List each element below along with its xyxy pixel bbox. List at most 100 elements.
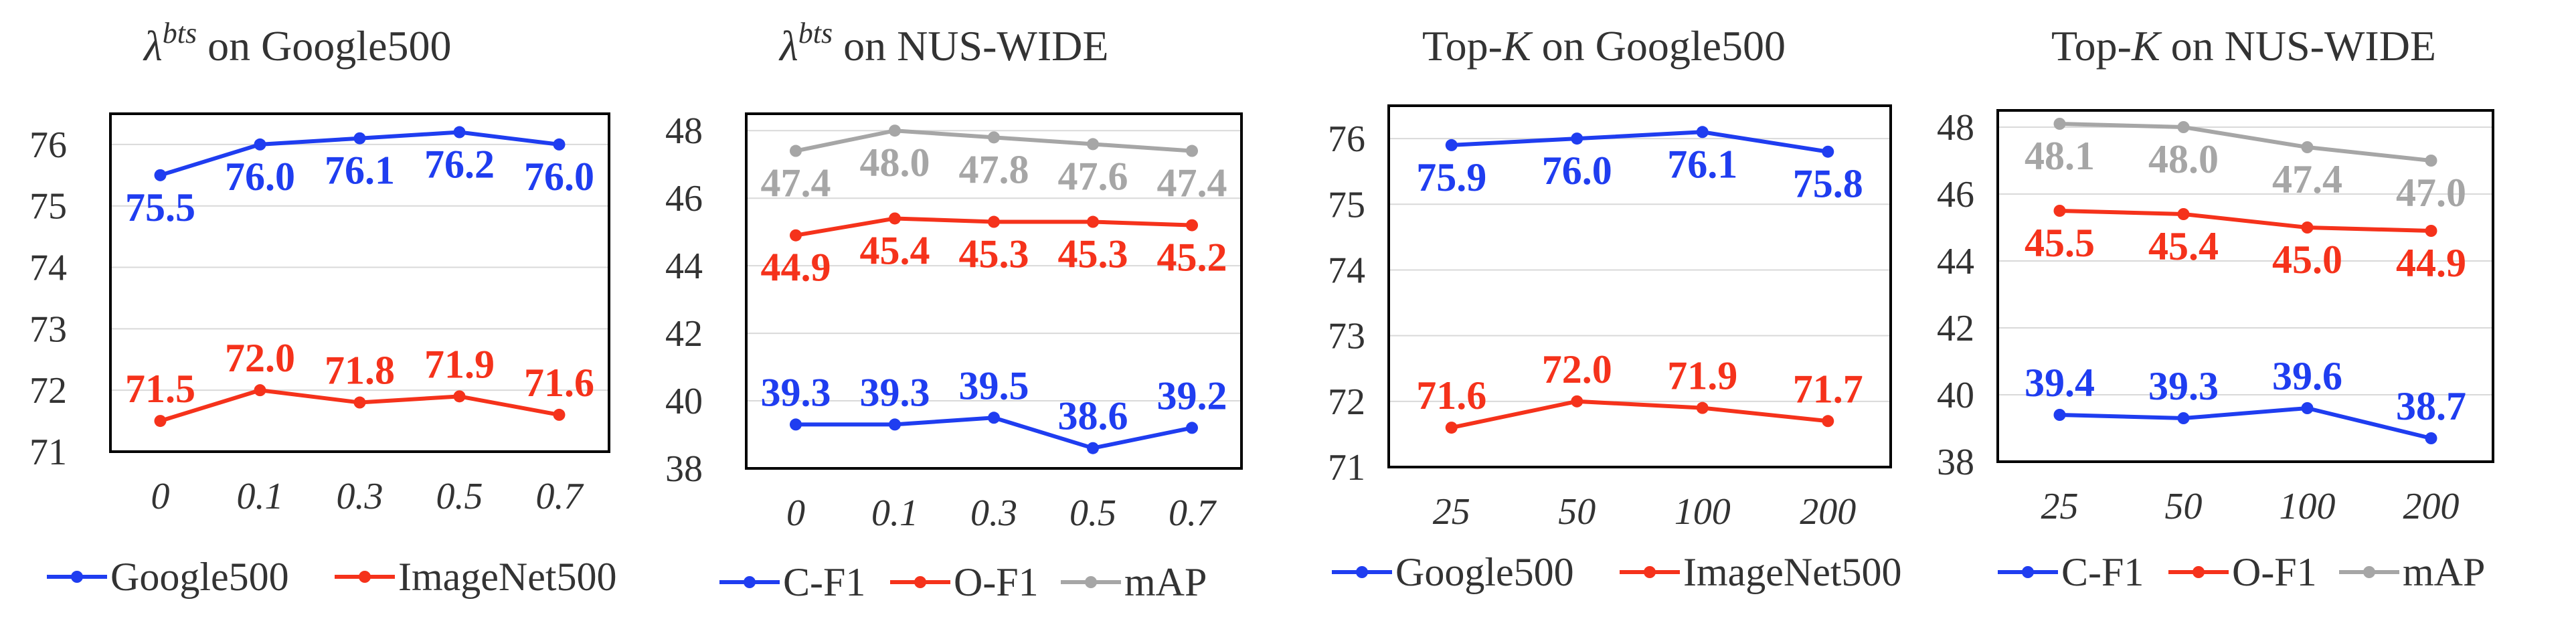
data-label: 71.6	[1416, 373, 1486, 418]
data-point	[790, 418, 802, 431]
data-label: 75.8	[1793, 162, 1863, 206]
legend-marker	[1085, 576, 1097, 588]
data-label: 76.0	[1542, 149, 1612, 193]
chart-panel-2: λbts on NUS-WIDE 38 40 42 44 46 48 0 0.1 0.3 0.5 0.…	[665, 17, 1243, 604]
data-label: 47.4	[2272, 157, 2342, 201]
data-label: 76.1	[325, 149, 395, 193]
data-point	[353, 132, 366, 145]
data-point	[453, 390, 466, 403]
data-label: 45.4	[2148, 224, 2219, 268]
data-label: 76.0	[225, 155, 295, 199]
data-point	[1087, 442, 1099, 454]
legend-marker	[359, 571, 371, 583]
y-tick-label: 75	[29, 186, 67, 228]
legend-item: C-F1	[719, 560, 865, 604]
data-label: 44.9	[761, 246, 831, 290]
y-tick-label: 38	[665, 448, 703, 490]
x-tick-label: 0.7	[1169, 492, 1217, 534]
y-tick-label: 72	[29, 370, 67, 412]
chart-panel-4: Top-K on NUS-WIDE 38 40 42 44 46 48 25 50 100 200 3…	[1937, 22, 2494, 594]
data-point	[254, 384, 266, 397]
data-label: 39.2	[1157, 373, 1227, 418]
data-label: 39.6	[2272, 354, 2342, 398]
x-tick-label: 0.1	[237, 476, 284, 517]
data-label: 71.8	[325, 349, 395, 393]
y-tick-label: 71	[29, 432, 67, 473]
series-line-c-f1	[2059, 405, 2432, 440]
data-point	[453, 126, 466, 139]
chart-title: Top-K on Google500	[1422, 22, 1786, 70]
data-point	[2177, 412, 2190, 424]
data-label: 45.3	[1058, 232, 1128, 276]
legend-marker	[1644, 566, 1656, 578]
data-point	[790, 145, 802, 157]
y-tick-label: 73	[29, 308, 67, 350]
plot-frame	[109, 112, 610, 453]
y-tick-label: 42	[665, 313, 703, 355]
data-point	[353, 396, 366, 409]
data-label: 75.9	[1416, 155, 1486, 199]
data-point	[2053, 118, 2066, 130]
data-label: 45.3	[959, 232, 1029, 276]
data-point	[988, 412, 1000, 424]
y-tick-label: 40	[1937, 375, 1974, 416]
legend-label: ImageNet500	[398, 555, 617, 599]
y-tick-label: 44	[665, 246, 703, 287]
x-tick-label: 50	[2165, 486, 2203, 527]
data-label: 76.0	[524, 155, 594, 199]
legend-item: mAP	[2339, 550, 2485, 594]
data-label: 48.0	[2148, 137, 2219, 181]
plot-frame	[1387, 104, 1892, 468]
data-label: 45.0	[2272, 238, 2342, 282]
legend-item: mAP	[1061, 560, 1207, 604]
x-tick-label: 0.3	[970, 492, 1017, 534]
y-tick-label: 40	[665, 381, 703, 422]
data-point	[254, 138, 266, 151]
legend-item: ImageNet500	[335, 555, 617, 599]
data-point	[889, 418, 901, 431]
data-point	[154, 415, 167, 428]
legend-item: Google500	[1332, 550, 1574, 594]
data-label: 48.1	[2025, 134, 2095, 178]
data-point	[2425, 225, 2437, 237]
y-tick-label: 71	[1328, 447, 1365, 488]
x-tick-label: 25	[1433, 491, 1470, 533]
data-label: 45.5	[2025, 221, 2095, 265]
data-point	[553, 138, 566, 151]
y-tick-label: 74	[1328, 250, 1365, 291]
data-label: 76.1	[1667, 142, 1737, 186]
data-point	[2053, 409, 2066, 421]
data-label: 47.4	[1157, 161, 1227, 205]
x-tick-label: 25	[2041, 486, 2079, 527]
y-tick-label: 46	[665, 178, 703, 219]
data-label: 39.3	[860, 370, 930, 414]
legend-label: mAP	[1124, 560, 1207, 604]
y-tick-label: 76	[29, 124, 67, 166]
data-point	[1186, 219, 1198, 232]
legend-item: C-F1	[1998, 550, 2144, 594]
y-tick-label: 73	[1328, 316, 1365, 357]
data-label: 45.4	[860, 228, 930, 272]
data-point	[1445, 422, 1458, 434]
data-point	[889, 124, 901, 137]
data-point	[2177, 208, 2190, 220]
data-label: 38.6	[1058, 394, 1128, 438]
data-label: 47.0	[2396, 171, 2466, 215]
legend-label: O-F1	[2232, 550, 2317, 594]
data-label: 39.5	[959, 363, 1029, 408]
data-point	[2301, 141, 2314, 153]
data-label: 47.4	[761, 161, 831, 205]
data-point	[2177, 121, 2190, 133]
x-tick-label: 0.5	[436, 476, 483, 517]
plot-frame	[745, 112, 1243, 470]
y-tick-label: 44	[1937, 241, 1974, 282]
data-point	[1571, 395, 1583, 408]
data-point	[1445, 139, 1458, 151]
legend-label: Google500	[1395, 550, 1574, 594]
data-point	[2301, 221, 2314, 234]
series-line-google500	[1451, 130, 1828, 154]
legend-marker	[71, 571, 83, 583]
x-tick-label: 0	[151, 476, 170, 517]
data-label: 71.7	[1793, 367, 1863, 411]
